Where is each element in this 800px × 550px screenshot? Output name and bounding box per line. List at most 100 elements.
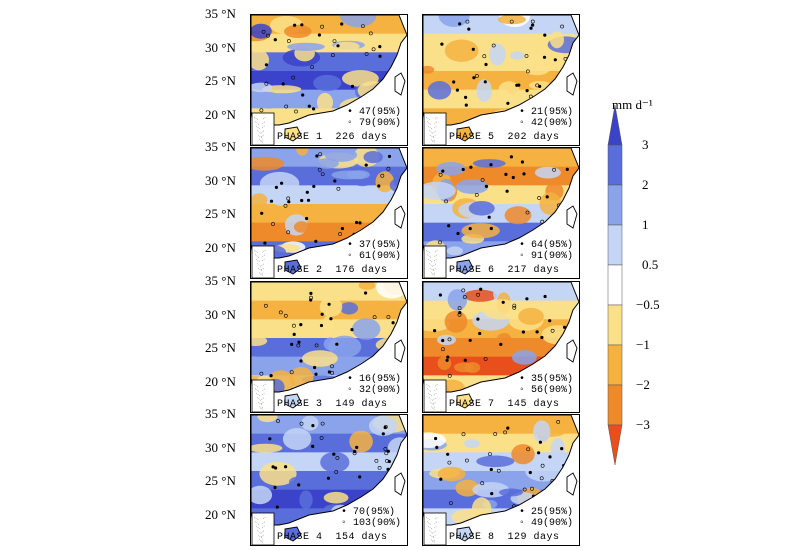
sig95-dot: [375, 91, 379, 95]
sig90-circle: [512, 305, 517, 310]
latitude-label: 35 °N: [205, 6, 236, 21]
anomaly-patch: [301, 415, 319, 431]
sig90-circle: [524, 54, 529, 58]
colorbar-segment: [607, 424, 623, 465]
anomaly-patch: [313, 74, 342, 92]
sig90-circle: [530, 486, 534, 491]
latitude-label: 35 °N: [205, 406, 236, 421]
sig95-dot: [264, 63, 268, 67]
sig95-dot: [274, 185, 278, 189]
sig95-dot: [545, 195, 549, 199]
sig95-dot: [446, 452, 450, 456]
anomaly-patch: [482, 299, 520, 320]
sig90-count: ◦ 49(90%): [518, 518, 573, 529]
sig95-dot: [300, 198, 304, 203]
sig95-dot: [269, 199, 274, 203]
map-panel: • 25(95%) ◦ 49(90%) PHASE 8 129 days: [422, 414, 580, 546]
anomaly-map: [423, 15, 579, 145]
sig90-circle: [320, 24, 325, 29]
sig90-circle: [319, 436, 324, 440]
latitude-label: 20 °N: [205, 507, 236, 522]
sig90-circle: [283, 313, 288, 318]
sig95-dot: [435, 445, 439, 449]
sig90-circle: [547, 363, 552, 368]
anomaly-patch: [537, 25, 573, 35]
sig95-dot: [387, 459, 391, 464]
anomaly-patch: [512, 350, 537, 365]
sig95-dot: [461, 167, 465, 172]
hainan-outline: [284, 259, 302, 275]
sig90-circle: [259, 371, 264, 376]
anomaly-patch: [511, 444, 535, 465]
sig95-dot: [311, 444, 315, 448]
anomaly-patch: [375, 171, 395, 193]
sig90-circle: [294, 109, 298, 114]
colorbar-tick-label: 1: [642, 217, 649, 232]
anomaly-band: [251, 204, 407, 224]
anomaly-patch: [423, 181, 456, 200]
taiwan-outline: [394, 205, 406, 229]
sig95-dot: [446, 355, 450, 359]
colorbar-tick-label: 2: [642, 177, 649, 192]
sig95-dot: [535, 330, 539, 334]
sig95-dot: [560, 447, 564, 451]
sig95-dot: [472, 76, 476, 80]
sig95-dot: [335, 342, 339, 346]
sig90-circle: [352, 451, 357, 456]
sig95-dot: [528, 470, 532, 475]
sig95-marker: •: [346, 107, 353, 118]
anomaly-patch: [251, 335, 268, 347]
sig95-dot: [484, 62, 488, 67]
colorbar-segment: [607, 224, 623, 266]
sig90-marker: ◦: [518, 518, 525, 529]
colorbar-units: mm d⁻¹: [612, 97, 653, 112]
sig95-dot: [517, 83, 521, 87]
sig90-circle: [540, 463, 545, 468]
latitude-label: 20 °N: [205, 240, 236, 255]
sig95-dot: [501, 300, 505, 304]
sig90-circle: [461, 432, 466, 437]
sig90-circle: [371, 47, 376, 52]
sig90-circle: [537, 196, 542, 200]
sig95-dot: [271, 465, 275, 469]
sig95-dot: [489, 163, 493, 167]
sig90-circle: [263, 303, 268, 308]
sig95-dot: [456, 231, 460, 236]
sig90-count: ◦ 42(90%): [518, 118, 573, 129]
sig90-count: ◦ 56(90%): [518, 385, 573, 396]
sig90-circle: [318, 152, 323, 157]
sig90-marker: ◦: [346, 385, 353, 396]
anomaly-patch: [541, 325, 574, 345]
anomaly-patch: [296, 148, 309, 156]
anomaly-patch: [272, 193, 289, 206]
anomaly-patch: [502, 112, 520, 127]
colorbar-segment: [607, 304, 623, 346]
anomaly-patch: [427, 81, 452, 100]
anomaly-patch: [349, 430, 373, 453]
anomaly-patch: [472, 159, 506, 168]
sig95-dot: [441, 169, 445, 173]
hainan-outline: [284, 393, 302, 409]
sig90-count: ◦ 91(90%): [518, 251, 573, 262]
sig95-dot: [364, 163, 368, 167]
sig95-count: • 47(95%): [346, 107, 401, 118]
south-china-sea-inset: [251, 112, 275, 145]
sig95-dot: [562, 325, 567, 329]
anomaly-patch: [461, 223, 500, 239]
sig95-dot: [391, 321, 395, 325]
anomaly-patch: [534, 166, 561, 179]
anomaly-patch: [346, 170, 370, 180]
colorbar-tick-label: −2: [636, 377, 650, 392]
sig95-dot: [350, 84, 355, 88]
sig95-dot: [542, 55, 547, 59]
anomaly-patch: [257, 415, 278, 423]
sig95-dot: [274, 466, 278, 470]
significance-counts: • 25(95%) ◦ 49(90%): [519, 507, 573, 529]
sig95-dot: [506, 101, 510, 105]
sig90-count: ◦ 79(90%): [346, 118, 401, 129]
sig95-dot: [284, 465, 288, 469]
sig90-circle: [335, 456, 340, 460]
sig95-dot: [538, 440, 542, 444]
anomaly-patch: [523, 57, 552, 76]
sig90-circle: [386, 315, 391, 319]
